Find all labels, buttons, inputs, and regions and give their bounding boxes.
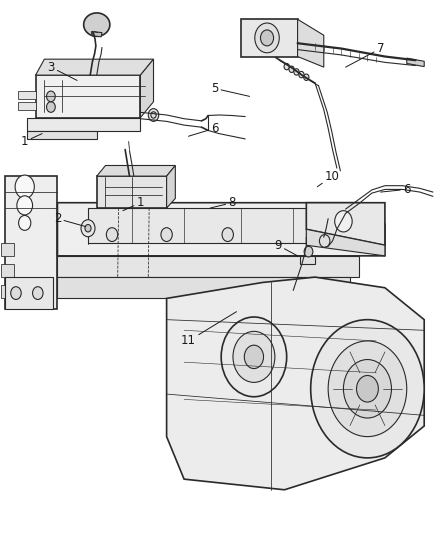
Polygon shape xyxy=(166,277,424,490)
Polygon shape xyxy=(57,256,359,277)
Text: 8: 8 xyxy=(210,196,236,209)
Polygon shape xyxy=(1,243,14,256)
Polygon shape xyxy=(5,176,57,309)
Circle shape xyxy=(106,228,118,241)
Circle shape xyxy=(18,215,31,230)
Circle shape xyxy=(357,375,378,402)
Polygon shape xyxy=(27,118,141,131)
Circle shape xyxy=(304,246,313,257)
Polygon shape xyxy=(300,256,315,264)
Circle shape xyxy=(15,175,34,198)
Circle shape xyxy=(17,196,32,215)
Polygon shape xyxy=(306,203,385,245)
Circle shape xyxy=(148,109,159,122)
Text: 6: 6 xyxy=(381,183,410,196)
Circle shape xyxy=(335,211,352,232)
Text: 9: 9 xyxy=(274,239,297,256)
Circle shape xyxy=(222,228,233,241)
Circle shape xyxy=(85,224,91,232)
Circle shape xyxy=(328,341,407,437)
Polygon shape xyxy=(35,75,141,118)
Polygon shape xyxy=(88,208,306,243)
Polygon shape xyxy=(92,31,102,37)
Circle shape xyxy=(261,30,274,46)
Polygon shape xyxy=(84,13,110,36)
Polygon shape xyxy=(97,176,166,208)
Text: 10: 10 xyxy=(317,169,340,187)
Circle shape xyxy=(284,63,289,70)
Text: 1: 1 xyxy=(123,196,144,211)
Polygon shape xyxy=(5,277,53,309)
Polygon shape xyxy=(166,165,175,208)
Text: 11: 11 xyxy=(181,312,237,348)
Polygon shape xyxy=(57,277,350,298)
Polygon shape xyxy=(407,58,424,67)
Circle shape xyxy=(161,228,172,241)
Polygon shape xyxy=(241,19,297,56)
Polygon shape xyxy=(18,102,35,110)
Circle shape xyxy=(81,220,95,237)
Polygon shape xyxy=(97,165,175,176)
Polygon shape xyxy=(1,285,14,298)
Text: 6: 6 xyxy=(188,122,219,136)
Text: 5: 5 xyxy=(211,82,250,96)
Circle shape xyxy=(233,332,275,382)
Polygon shape xyxy=(35,59,153,75)
Text: 1: 1 xyxy=(21,134,42,148)
Circle shape xyxy=(32,287,43,300)
Text: 3: 3 xyxy=(47,61,77,80)
Circle shape xyxy=(343,360,392,418)
Circle shape xyxy=(221,317,287,397)
Circle shape xyxy=(304,74,309,80)
Polygon shape xyxy=(18,91,35,99)
Circle shape xyxy=(294,69,299,75)
Polygon shape xyxy=(27,131,97,139)
Circle shape xyxy=(311,320,424,458)
Text: 2: 2 xyxy=(54,212,86,227)
Polygon shape xyxy=(141,59,153,118)
Circle shape xyxy=(299,71,304,78)
Polygon shape xyxy=(57,203,385,256)
Circle shape xyxy=(46,91,55,102)
Circle shape xyxy=(11,287,21,300)
Circle shape xyxy=(289,66,294,72)
Circle shape xyxy=(244,345,264,368)
Polygon shape xyxy=(1,264,14,277)
Text: 7: 7 xyxy=(346,42,384,67)
Circle shape xyxy=(46,102,55,112)
Polygon shape xyxy=(297,19,324,67)
Circle shape xyxy=(319,235,330,247)
Circle shape xyxy=(255,23,279,53)
Polygon shape xyxy=(306,229,385,256)
